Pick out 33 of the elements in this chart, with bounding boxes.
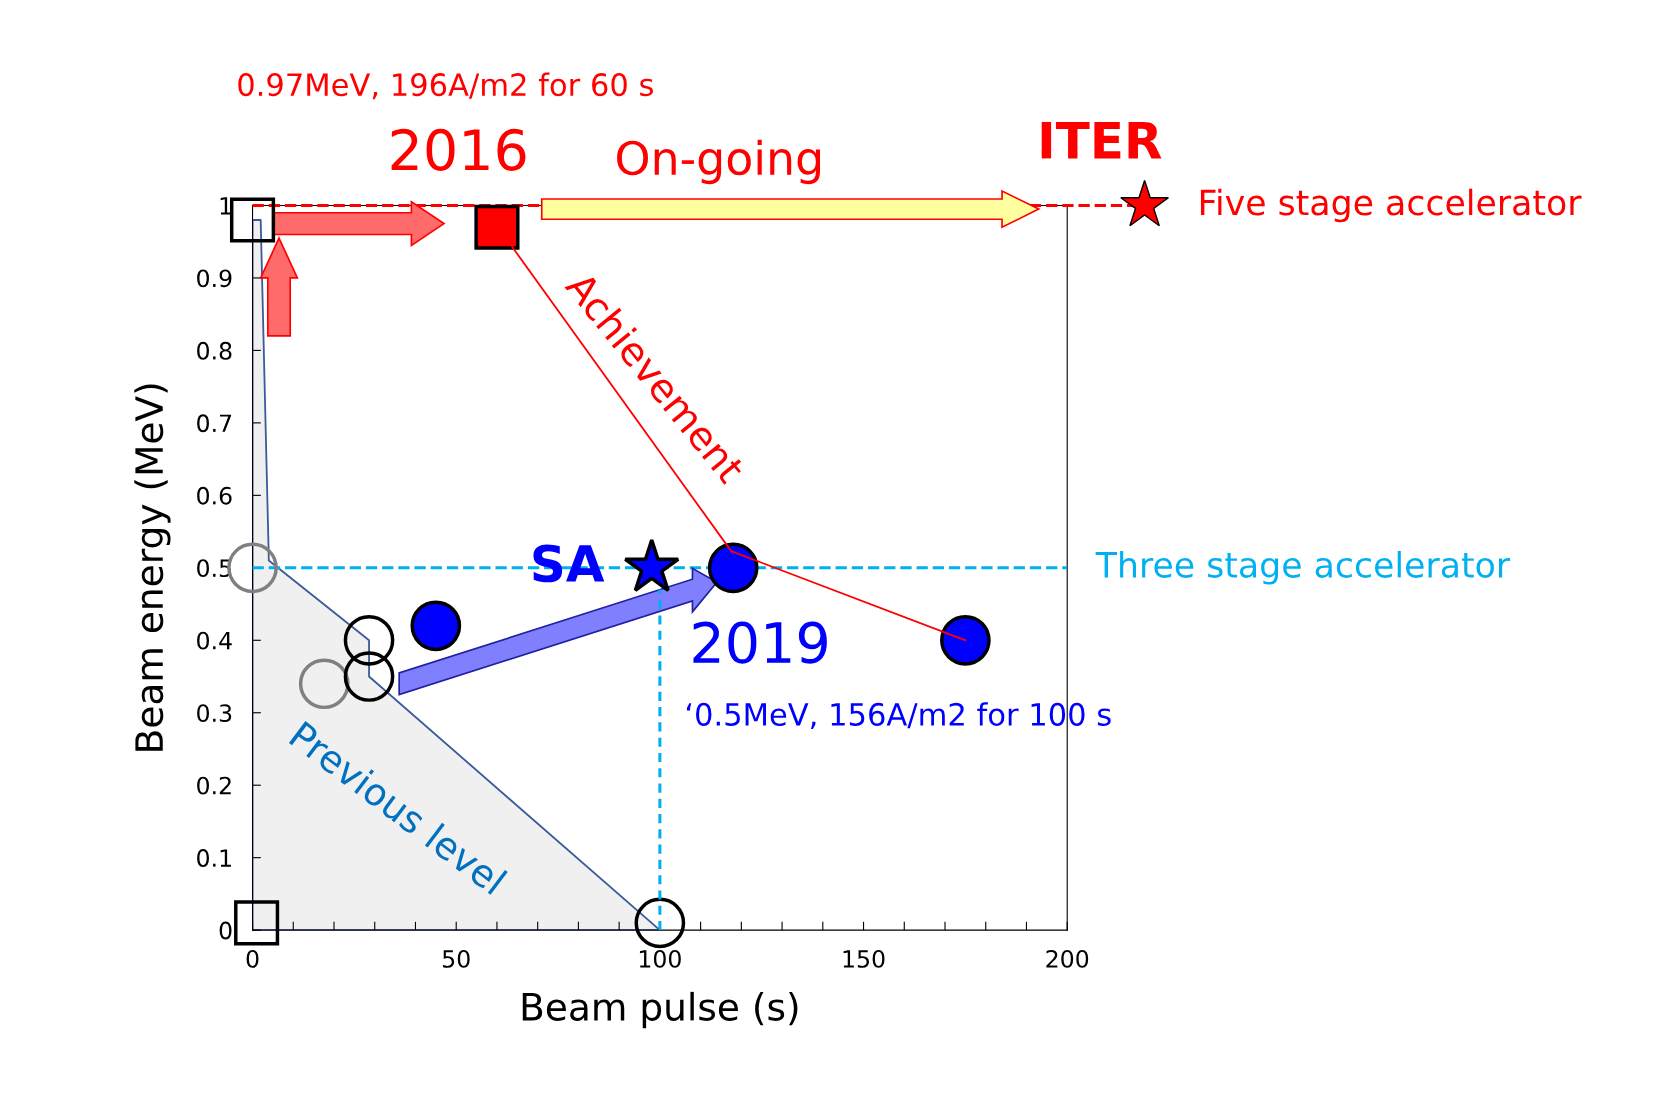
ref-line-label: Three stage accelerator (1095, 551, 1511, 585)
text: On-going (617, 139, 821, 185)
point (707, 542, 759, 594)
text: ITER (1041, 121, 1162, 159)
text: 0.97MeV, 196A/m2 for 60 s (238, 72, 653, 100)
point (410, 600, 462, 652)
point (229, 197, 276, 243)
y-tick-label: 0.9 (197, 269, 232, 288)
text: 2016 (391, 128, 526, 171)
y-tick-label: 0.6 (197, 486, 232, 505)
point (343, 651, 395, 702)
x-tick-label: 0 (246, 950, 259, 968)
x-tick-label: 200 (1046, 950, 1089, 968)
x-axis-title: Beam pulse (s) (522, 991, 798, 1029)
point (940, 614, 991, 666)
point (343, 614, 395, 666)
x-tick-label: 50 (443, 950, 470, 968)
y-tick-label: 0.2 (197, 776, 231, 795)
point (474, 204, 520, 250)
y-tick-label: 0.7 (197, 414, 232, 433)
y-axis-title: Beam energy (MeV) (134, 384, 171, 751)
y-tick-label: 0 (219, 921, 232, 940)
x-tick-label: 100 (639, 950, 681, 968)
annotation: 2019 (693, 621, 827, 664)
y-tick-label: 1 (220, 197, 231, 215)
y-tick-label: 0.1 (197, 849, 231, 867)
y-tick-label: 0.4 (197, 631, 232, 650)
y-tick-label: 0.3 (197, 704, 232, 723)
x-tick-label: 150 (843, 950, 885, 968)
y-tick-label: 0.8 (197, 341, 232, 360)
point (234, 900, 280, 946)
point (634, 897, 686, 949)
ref-line-label: Five stage accelerator (1200, 188, 1582, 223)
